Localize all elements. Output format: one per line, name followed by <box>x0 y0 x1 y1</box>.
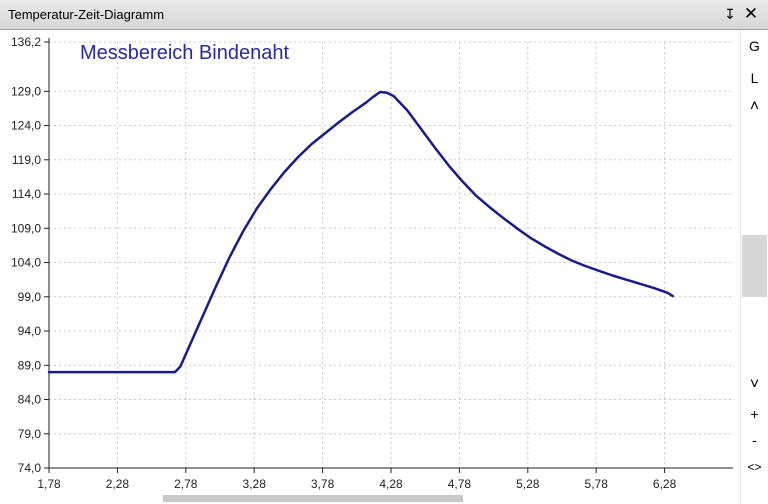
x-tick-label: 2,78 <box>174 477 198 491</box>
series-line-1 <box>47 90 675 374</box>
chart-title: Messbereich Bindenaht <box>80 42 289 64</box>
x-tick-label: 4,28 <box>379 477 403 491</box>
x-tick-label: 2,28 <box>106 477 130 491</box>
zoom-out-button[interactable]: - <box>752 432 757 448</box>
y-tick-label: 114,0 <box>12 187 41 201</box>
y-tick-label: 74,0 <box>18 461 42 475</box>
y-tick-label: 129,0 <box>11 84 41 98</box>
y-tick-label: 136,2 <box>11 35 41 49</box>
chart-toolbar: G L ˄ ˅ + - <> <box>740 30 768 504</box>
temperature-time-chart: 74,0 79,0 84,0 89,0 94,0 99,0 104,0 109,0 114,0 1… <box>11 35 733 491</box>
y-axis-ticks: 74,0 79,0 84,0 89,0 94,0 99,0 104,0 109,0 114,0 1… <box>11 35 41 475</box>
y-tick-label: 109,0 <box>11 221 41 235</box>
zoom-in-button[interactable]: + <box>750 406 759 422</box>
toolbar-l-button[interactable]: L <box>750 70 759 86</box>
scroll-down-icon[interactable]: ˅ <box>749 376 760 393</box>
y-tick-label: 119,0 <box>12 153 41 167</box>
x-tick-label: 3,28 <box>243 477 267 491</box>
window-title: Temperatur-Zeit-Diagramm <box>8 7 165 22</box>
toolbar-g-button[interactable]: G <box>749 38 760 54</box>
close-icon[interactable]: ✕ <box>743 4 759 23</box>
vertical-scrollbar-thumb[interactable] <box>742 235 767 297</box>
y-tick-label: 84,0 <box>18 393 42 407</box>
y-tick-label: 124,0 <box>11 119 41 133</box>
x-tick-label: 5,78 <box>585 477 609 491</box>
pan-horizontal-button[interactable]: <> <box>747 460 762 474</box>
x-tick-label: 3,78 <box>311 477 335 491</box>
chart-grid <box>49 41 733 468</box>
y-tick-label: 99,0 <box>18 290 42 304</box>
x-tick-label: 5,28 <box>516 477 540 491</box>
y-tick-label: 79,0 <box>18 427 42 441</box>
horizontal-scrollbar-thumb[interactable] <box>163 495 463 502</box>
y-tick-label: 89,0 <box>18 358 42 372</box>
window-titlebar: Temperatur-Zeit-Diagramm ↧ ✕ <box>0 0 768 30</box>
chart-series <box>47 90 675 374</box>
x-axis-ticks: 1,78 2,28 2,78 3,28 3,78 4,28 4,78 5,28 5,78 6,28 <box>37 477 676 491</box>
y-tick-label: 94,0 <box>18 324 42 338</box>
scroll-up-icon[interactable]: ˄ <box>749 98 760 115</box>
x-tick-label: 4,78 <box>448 477 472 491</box>
chart-axes <box>44 38 733 473</box>
pin-icon[interactable]: ↧ <box>724 6 736 22</box>
x-tick-label: 6,28 <box>653 477 677 491</box>
x-tick-label: 1,78 <box>37 477 61 491</box>
y-tick-label: 104,0 <box>11 256 41 270</box>
